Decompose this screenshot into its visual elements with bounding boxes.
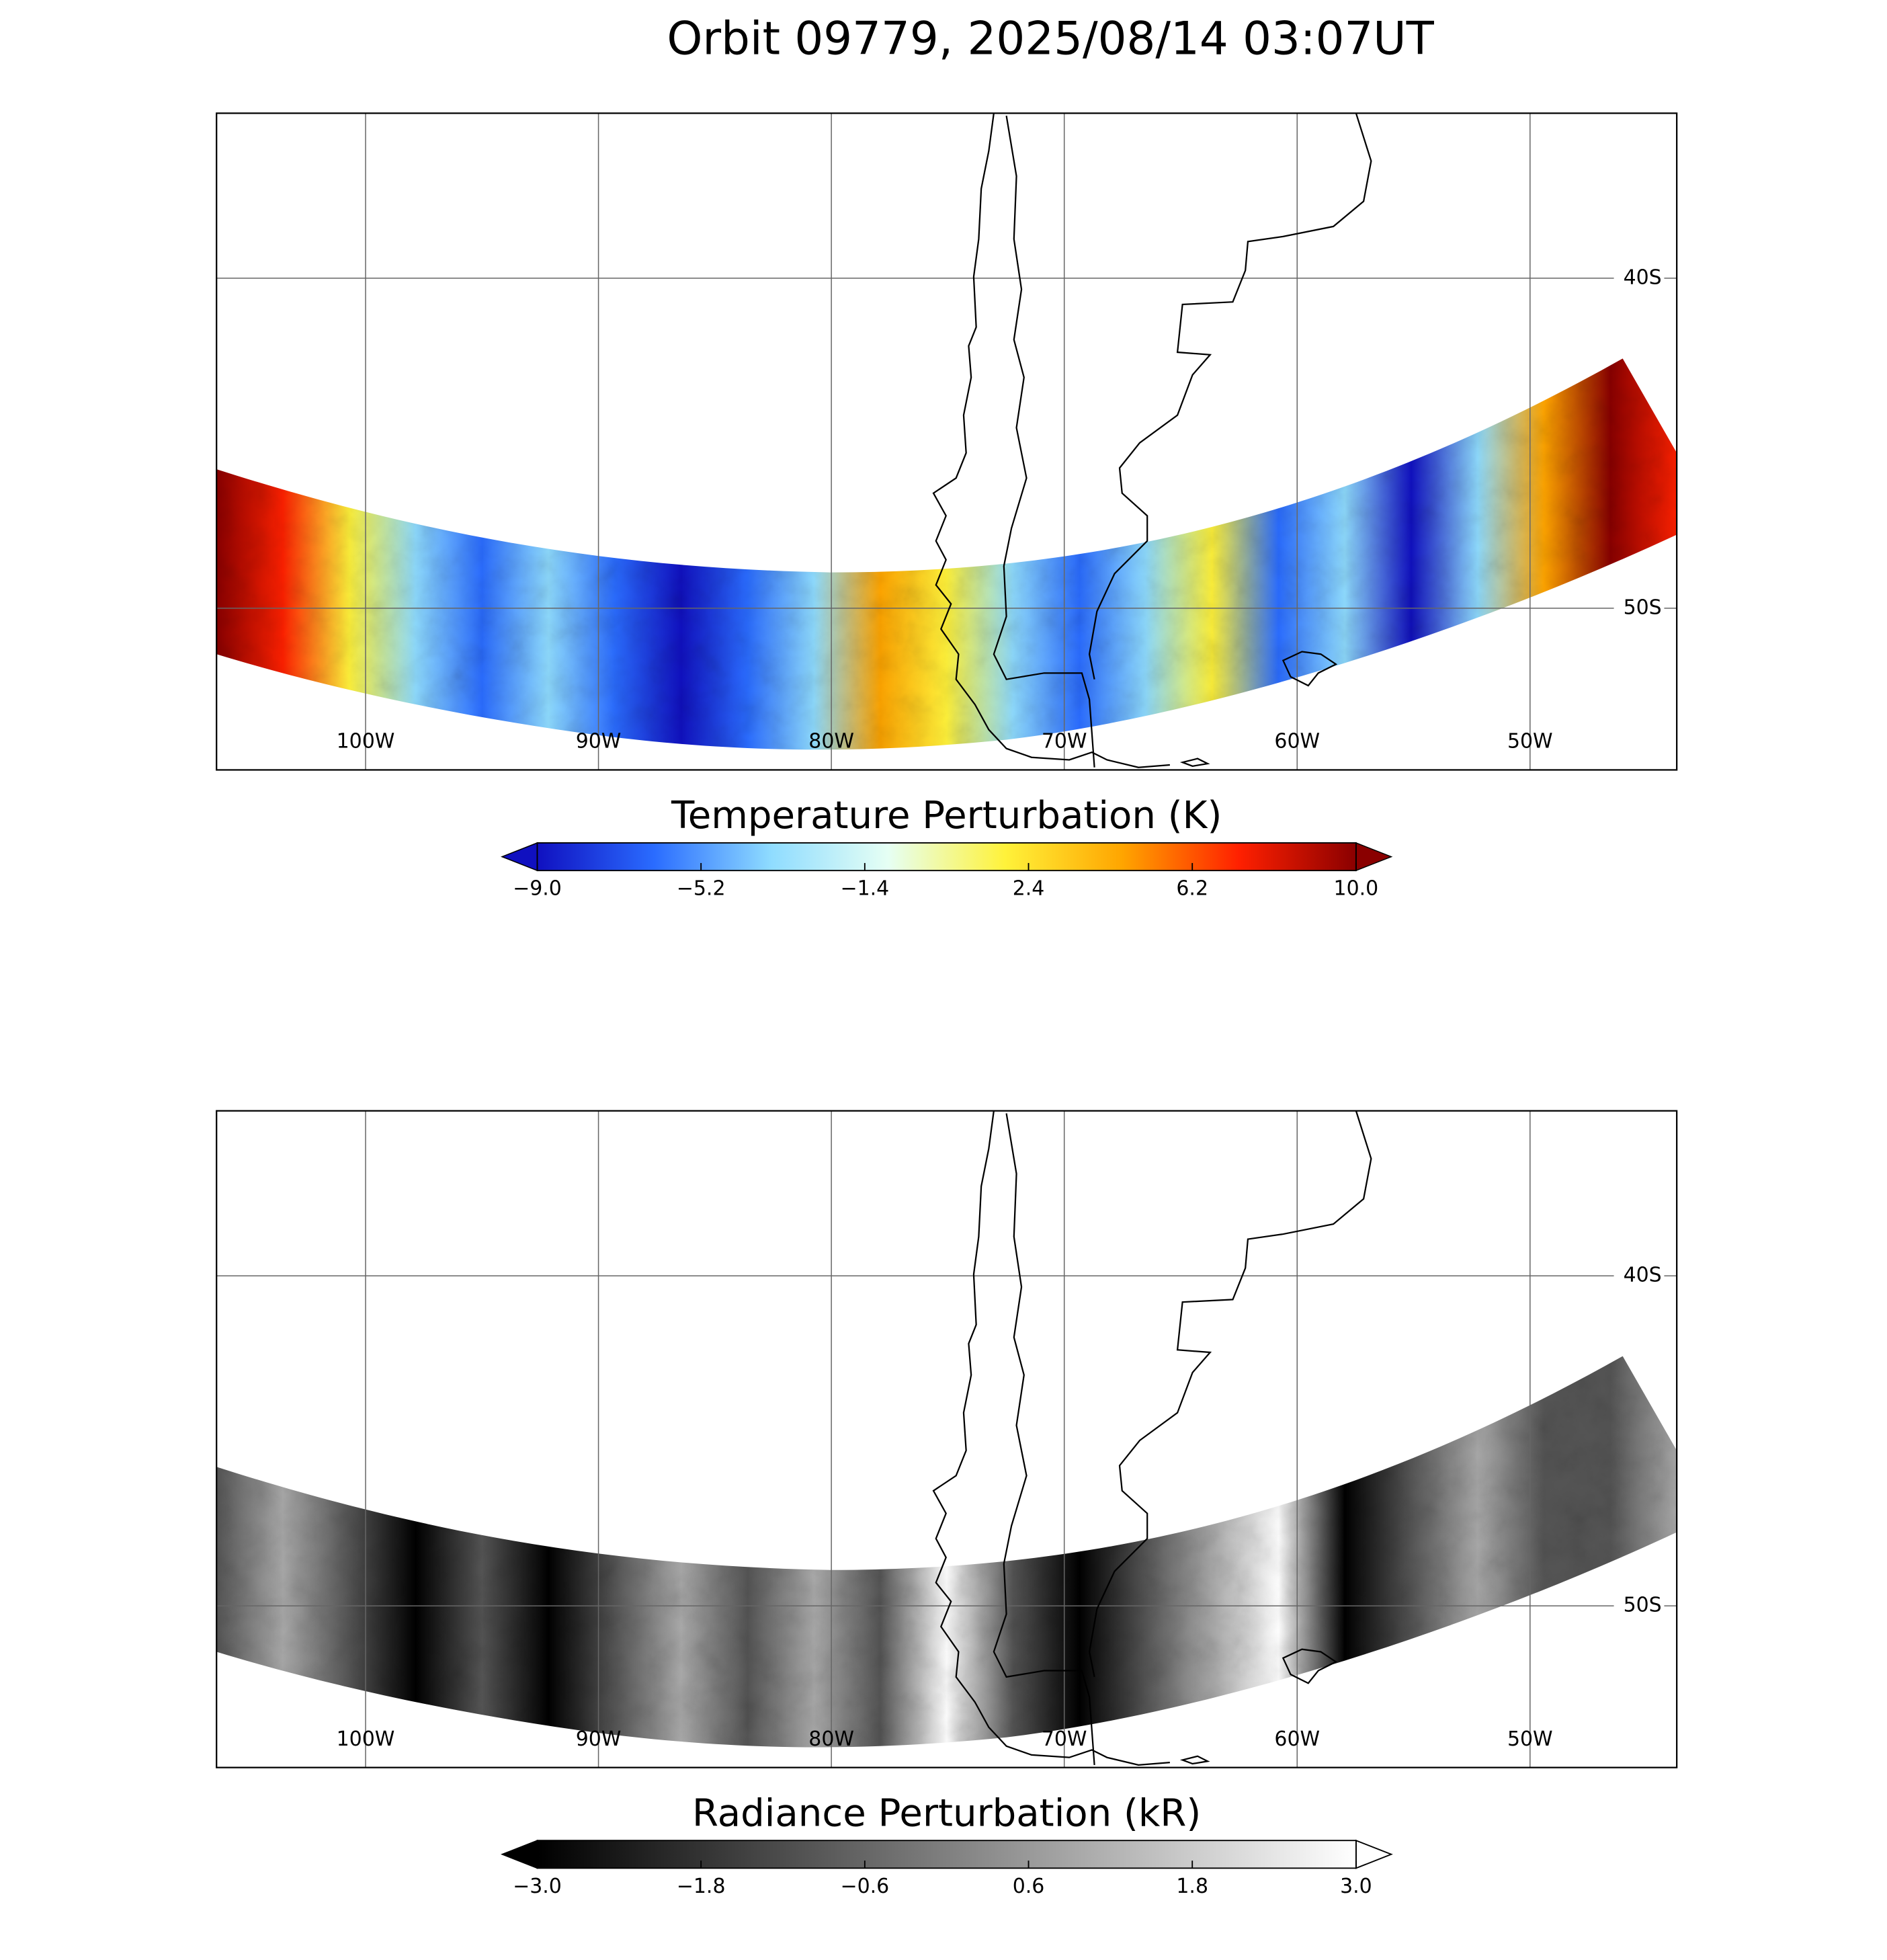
colorbar	[536, 1840, 1357, 1869]
lon-label: 90W	[576, 730, 622, 753]
lon-label: 70W	[1042, 1727, 1087, 1751]
lon-label: 60W	[1274, 1727, 1320, 1751]
map-frame	[216, 1110, 1678, 1768]
figure-title: Orbit 09779, 2025/08/14 03:07UT	[667, 11, 1434, 65]
lat-label-bg	[1613, 1593, 1665, 1619]
lon-label: 100W	[337, 730, 395, 753]
colorbar-tick-label: 10.0	[1334, 877, 1379, 901]
lat-label-bg	[1613, 596, 1665, 621]
lat-label: 50S	[1624, 596, 1662, 619]
lon-label: 50W	[1507, 730, 1553, 753]
lat-label: 50S	[1624, 1594, 1662, 1617]
lat-label-bg	[1613, 1263, 1665, 1289]
colorbar-extend-high	[1355, 1839, 1393, 1869]
colorbar-extend-high	[1355, 842, 1393, 872]
colorbar-tick-label: −9.0	[513, 877, 562, 901]
colorbar-tick-label: −0.6	[840, 1875, 889, 1898]
colorbar-tick-label: −1.4	[840, 877, 889, 901]
lon-label: 80W	[808, 1727, 854, 1751]
colorbar-tick-label: 2.4	[1013, 877, 1045, 901]
colorbar-tick-label: −1.8	[677, 1875, 726, 1898]
lon-label: 80W	[808, 730, 854, 753]
map-panel: 100W 90W 80W 70W 60W 50W 40S 50S Radiance Pertur…	[216, 1110, 1678, 1898]
colorbar-tick-label: 6.2	[1176, 877, 1208, 901]
colorbar-extend-low	[501, 842, 538, 872]
map-frame	[216, 112, 1678, 771]
lon-label: 70W	[1042, 730, 1087, 753]
lat-label: 40S	[1624, 1264, 1662, 1287]
map-panel: 100W 90W 80W 70W 60W 50W 40S 50S Temperature Per…	[216, 112, 1678, 901]
colorbar	[536, 842, 1357, 872]
colorbar-title: Temperature Perturbation (K)	[671, 794, 1222, 838]
lat-label-bg	[1613, 266, 1665, 291]
colorbar-extend-low	[501, 1840, 538, 1869]
colorbar-tick-label: 1.8	[1176, 1875, 1208, 1898]
lon-label: 90W	[576, 1727, 622, 1751]
lon-label: 60W	[1274, 730, 1320, 753]
colorbar-tick-label: −5.2	[677, 877, 726, 901]
lon-label: 100W	[337, 1727, 395, 1751]
colorbar-tick-label: 3.0	[1340, 1875, 1372, 1898]
lon-label: 50W	[1507, 1727, 1553, 1751]
colorbar-tick-label: 0.6	[1013, 1875, 1045, 1898]
lat-label: 40S	[1624, 266, 1662, 289]
colorbar-title: Radiance Perturbation (kR)	[692, 1791, 1201, 1835]
colorbar-tick-label: −3.0	[513, 1875, 562, 1898]
